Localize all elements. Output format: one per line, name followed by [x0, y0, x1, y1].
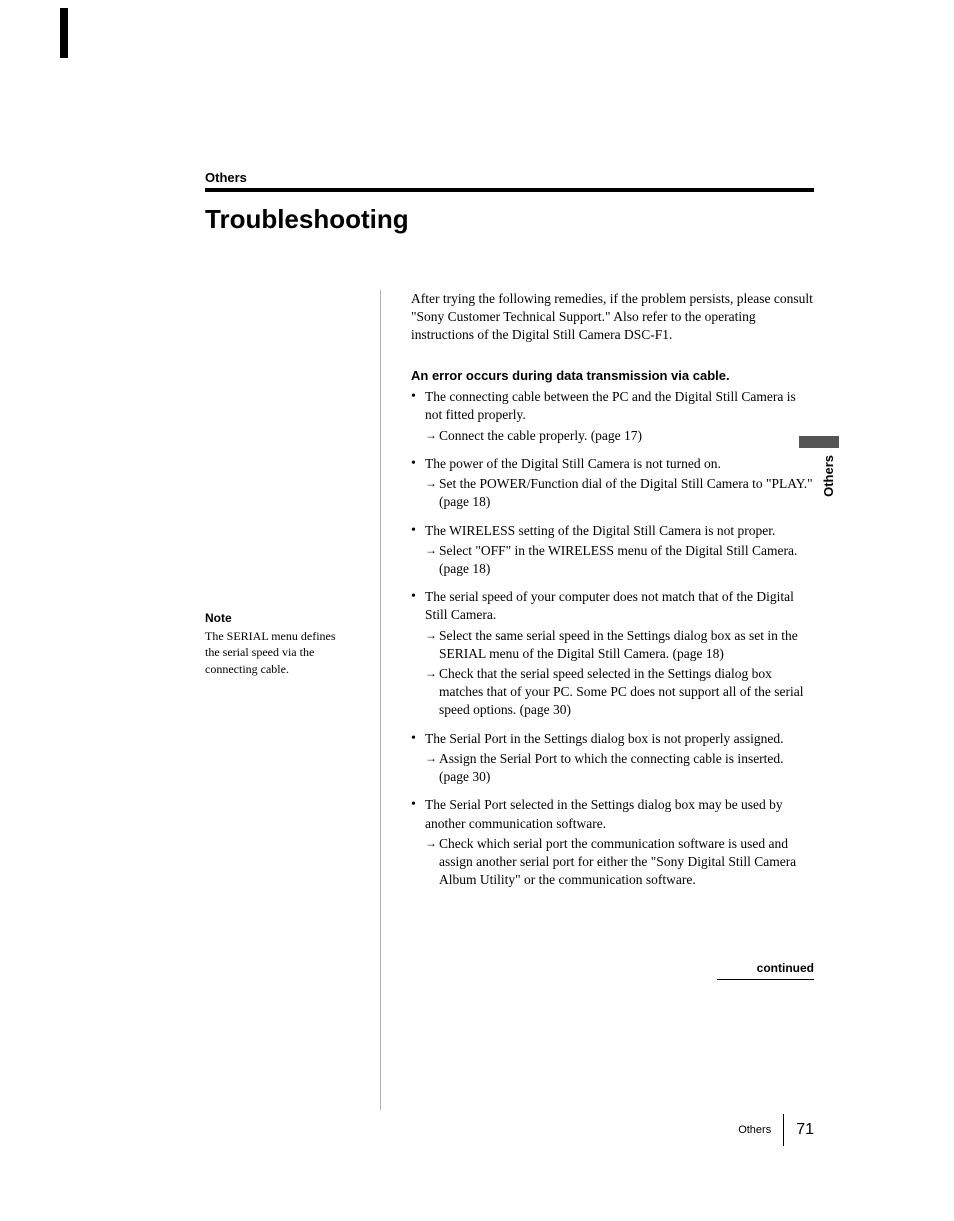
page-footer: Others 71	[738, 1114, 814, 1146]
trouble-list: The connecting cable between the PC and …	[411, 388, 814, 889]
problem-text: The serial speed of your computer does n…	[425, 589, 794, 622]
remedy-text: Assign the Serial Port to which the conn…	[425, 750, 814, 786]
problem-text: The connecting cable between the PC and …	[425, 389, 796, 422]
side-tab-marker	[799, 436, 839, 448]
problem-text: The Serial Port in the Settings dialog b…	[425, 731, 783, 746]
sidebar-note: Note The SERIAL menu defines the serial …	[205, 290, 350, 1110]
problem-text: The Serial Port selected in the Settings…	[425, 797, 783, 830]
problem-text: The WIRELESS setting of the Digital Stil…	[425, 523, 775, 538]
trouble-item: The Serial Port selected in the Settings…	[411, 796, 814, 889]
trouble-item: The connecting cable between the PC and …	[411, 388, 814, 445]
note-body: The SERIAL menu defines the serial speed…	[205, 628, 350, 677]
remedy-text: Check which serial port the communicatio…	[425, 835, 814, 890]
trouble-item: The serial speed of your computer does n…	[411, 588, 814, 720]
continued-label: continued	[717, 960, 814, 979]
footer-divider	[783, 1114, 784, 1146]
remedy-text: Select the same serial speed in the Sett…	[425, 627, 814, 663]
vertical-divider	[380, 290, 381, 1110]
trouble-item: The WIRELESS setting of the Digital Stil…	[411, 522, 814, 579]
section-label: Others	[205, 170, 814, 185]
remedy-text: Connect the cable properly. (page 17)	[425, 427, 814, 445]
topic-heading: An error occurs during data transmission…	[411, 367, 814, 385]
page-title: Troubleshooting	[205, 204, 814, 235]
section-rule	[205, 188, 814, 192]
side-tab-label: Others	[821, 455, 836, 497]
main-content: After trying the following remedies, if …	[411, 290, 814, 1110]
trouble-item: The Serial Port in the Settings dialog b…	[411, 730, 814, 787]
continued-wrap: continued	[411, 959, 814, 979]
page-container: Others Troubleshooting Note The SERIAL m…	[0, 0, 954, 1221]
trouble-item: The power of the Digital Still Camera is…	[411, 455, 814, 512]
intro-paragraph: After trying the following remedies, if …	[411, 290, 814, 345]
remedy-text: Set the POWER/Function dial of the Digit…	[425, 475, 814, 511]
remedy-text: Check that the serial speed selected in …	[425, 665, 814, 720]
content-row: Note The SERIAL menu defines the serial …	[205, 290, 814, 1110]
footer-page-number: 71	[796, 1121, 814, 1139]
note-heading: Note	[205, 610, 350, 626]
footer-section-label: Others	[738, 1124, 771, 1136]
problem-text: The power of the Digital Still Camera is…	[425, 456, 721, 471]
remedy-text: Select "OFF" in the WIRELESS menu of the…	[425, 542, 814, 578]
